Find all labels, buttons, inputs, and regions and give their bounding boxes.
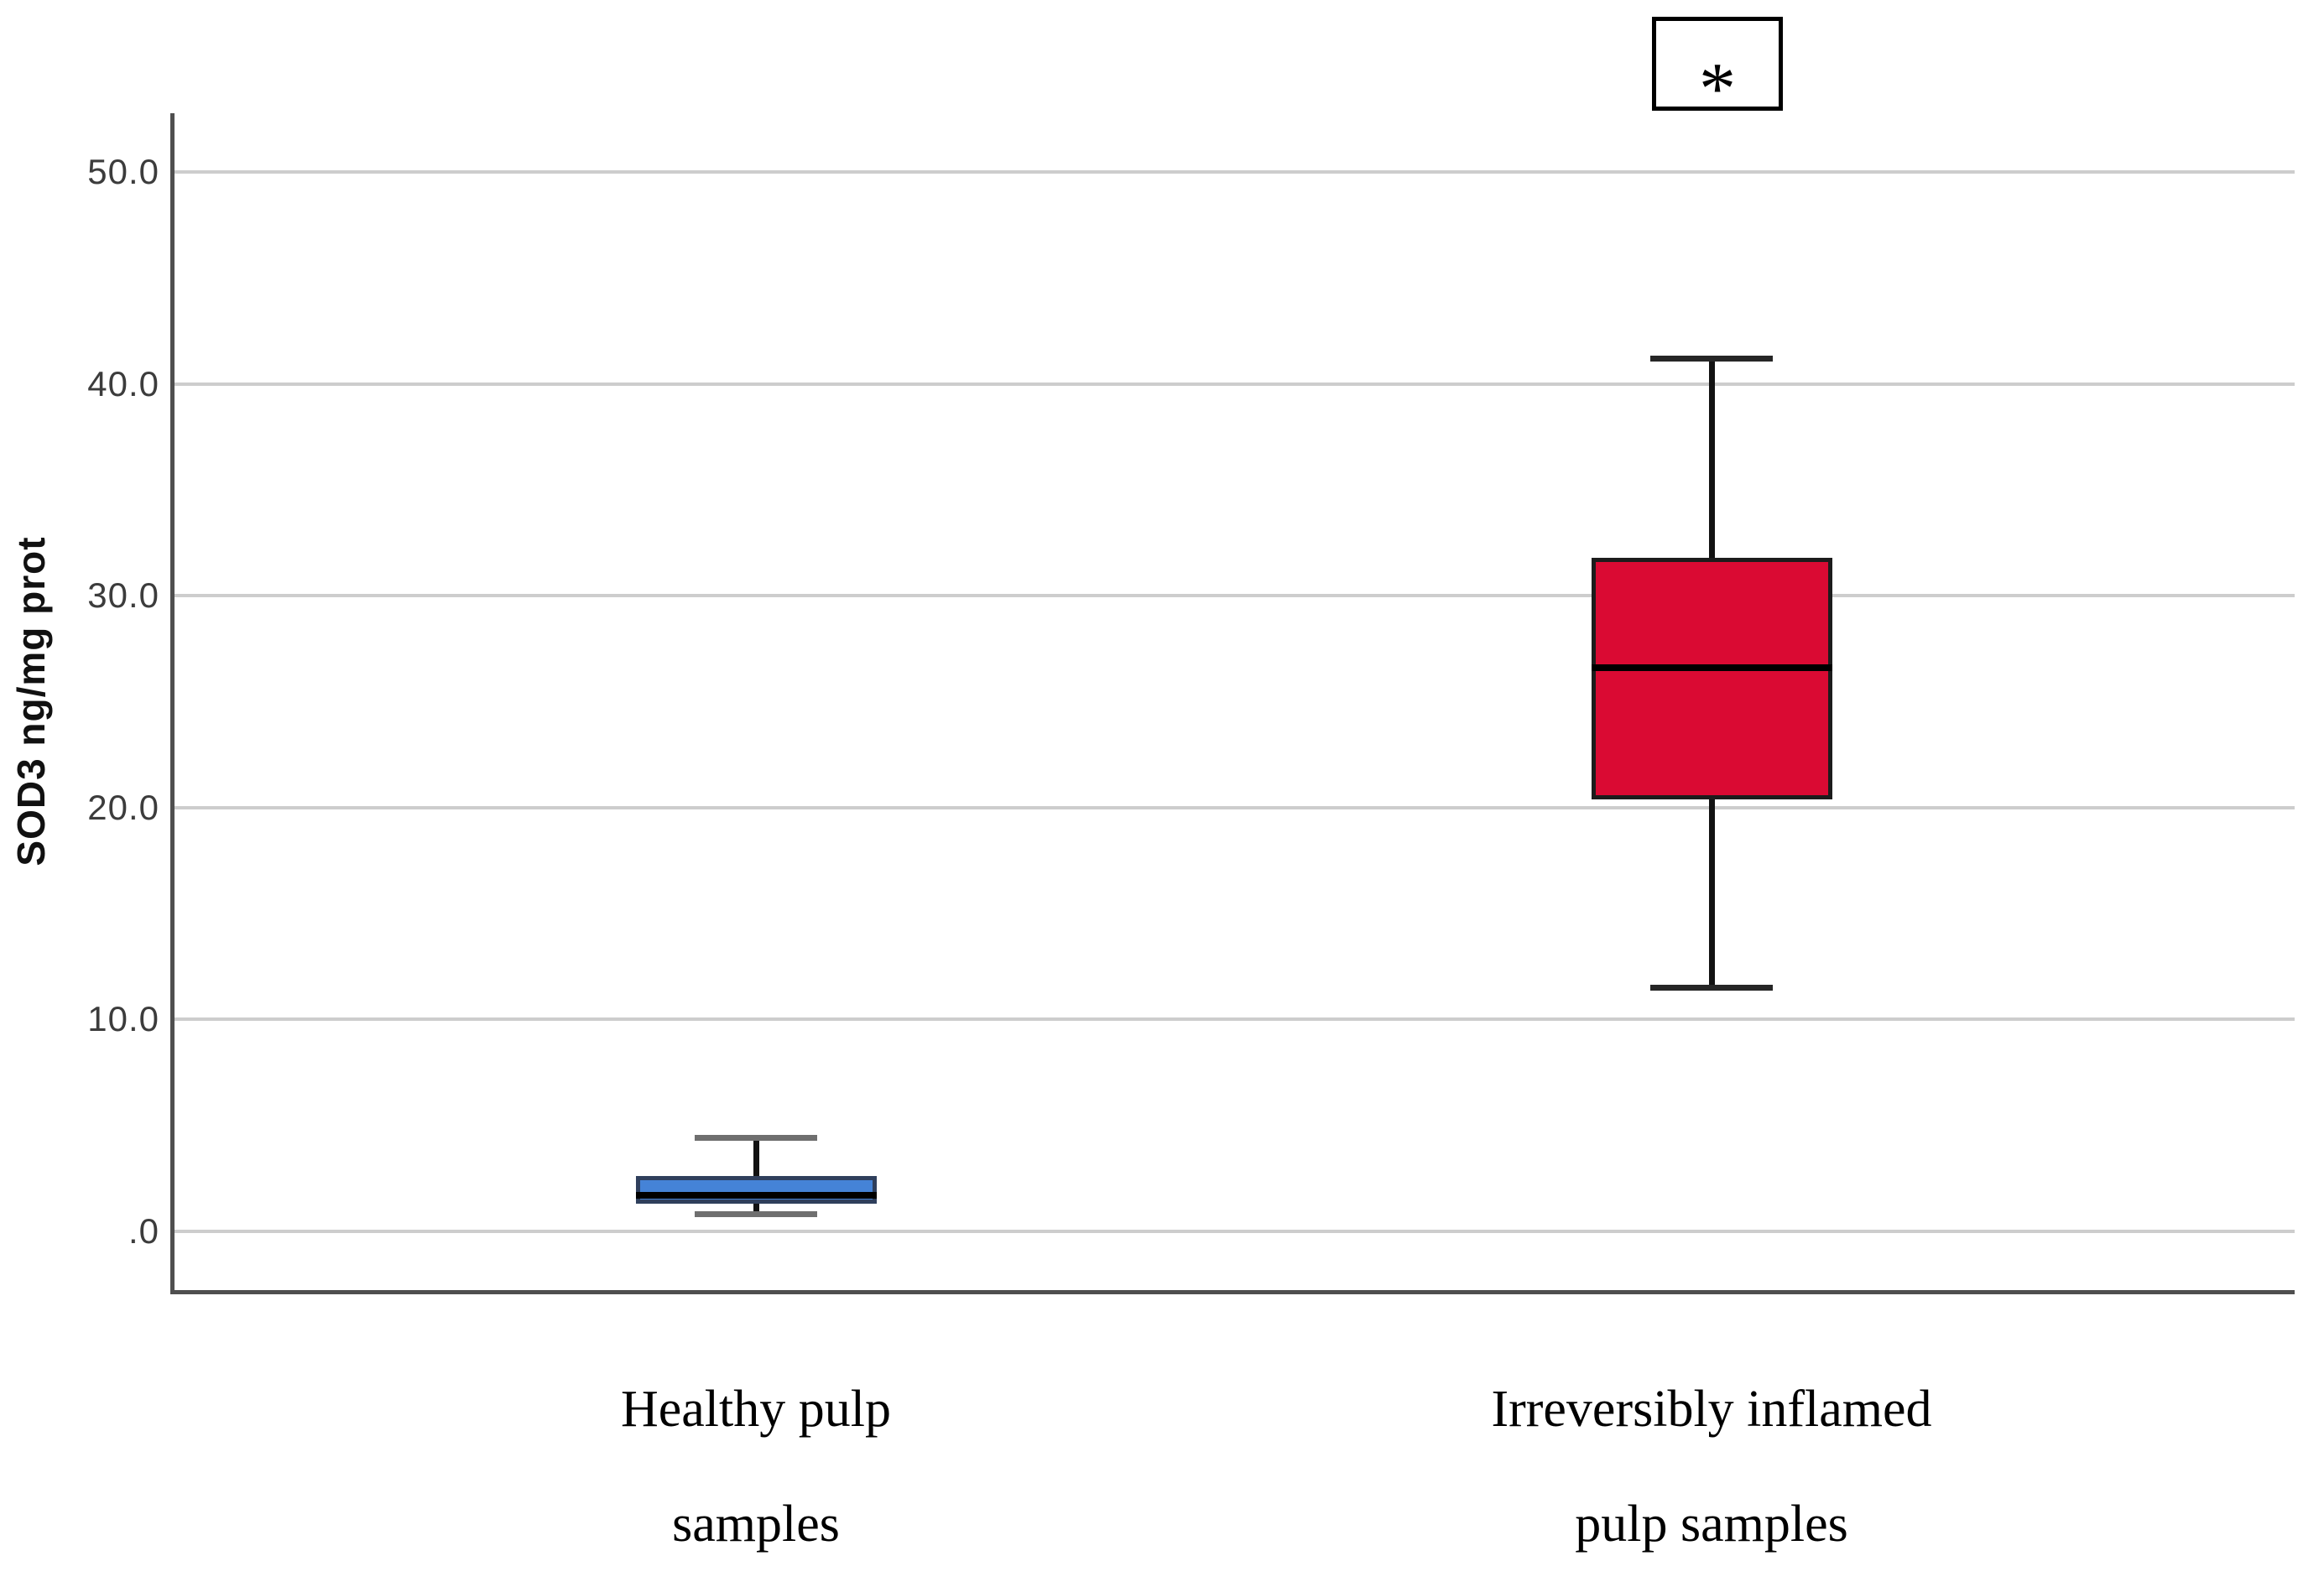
gridline [174,805,2295,809]
boxplot-median-line [1591,664,1832,672]
y-tick-label: .0 [128,1211,159,1251]
gridline [174,382,2295,386]
asterisk-marker: * [1699,48,1736,130]
x-category-label-line: Irreversibly inflamed [1491,1381,1932,1438]
gridline [174,1230,2295,1233]
x-category-label-line: samples [672,1496,840,1553]
y-tick-label: 30.0 [87,575,159,616]
boxplot-figure: * SOD3 ng/mg prot .0 10.0 20.0 30.0 40.0 50.0… [9,17,2295,1553]
x-axis-line [170,1290,2295,1294]
lower-whisker-stem [753,1204,759,1215]
lower-whisker-cap [695,1211,817,1218]
y-tick-label: 40.0 [87,363,159,403]
boxplot-box [635,1176,877,1205]
x-category-label: Irreversibly inflamed pulp samples [1334,1352,2089,1582]
upper-whisker-stem [753,1137,759,1177]
x-category-label-line: pulp samples [1575,1496,1848,1553]
lower-whisker-cap [1650,985,1773,991]
x-category-label: Healthy pulp samples [378,1352,1133,1582]
boxplot-box [1591,557,1832,799]
boxplot-median-line [635,1192,877,1200]
gridline [174,170,2295,174]
y-tick-label: 10.0 [87,999,159,1039]
upper-whisker-cap [695,1135,817,1142]
significance-box: * [1652,17,1783,130]
upper-whisker-cap [1650,355,1773,362]
upper-whisker-stem [1708,358,1715,558]
gridline [174,1017,2295,1022]
lower-whisker-stem [1708,799,1715,988]
x-category-label-line: Healthy pulp [621,1381,891,1438]
y-tick-label: 50.0 [87,152,159,191]
y-axis-line [170,113,175,1294]
y-tick-label: 20.0 [87,787,159,827]
gridline [174,594,2295,598]
